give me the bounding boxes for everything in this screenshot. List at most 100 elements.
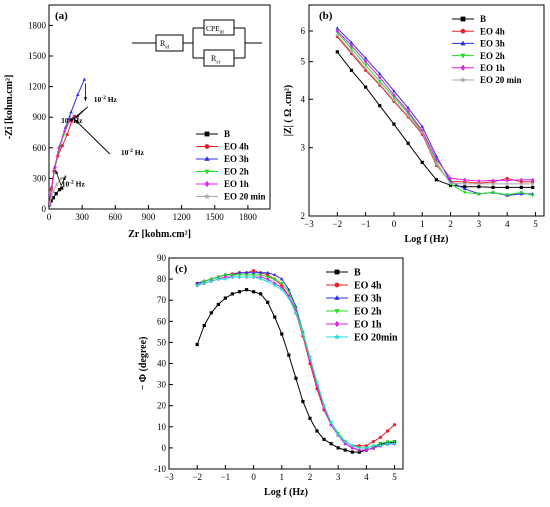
frequency-annotation: 10-2 Hz <box>94 95 118 104</box>
data-point <box>350 450 354 454</box>
data-point <box>349 40 354 44</box>
data-point <box>258 276 263 281</box>
data-point <box>519 185 523 190</box>
data-point <box>294 376 298 380</box>
data-point <box>258 270 263 275</box>
legend-entry: EO 4h <box>480 26 505 36</box>
data-point <box>300 331 305 336</box>
panel-a: 0 300 600 900 1200 1500 1800 0 300 600 900 1200 1500… <box>4 4 271 240</box>
legend-marker <box>334 295 340 300</box>
y-tick-label: 20 <box>157 401 167 411</box>
legend-entry: EO 3h <box>354 294 382 305</box>
y-axis-label: − Φ (degree) <box>138 337 149 391</box>
x-tick-label: 5 <box>392 472 397 482</box>
data-point <box>65 132 69 137</box>
data-point <box>244 288 249 292</box>
legend-marker <box>459 76 467 83</box>
x-tick-label: 2 <box>308 472 313 482</box>
legend-marker <box>460 40 466 46</box>
data-point <box>62 129 67 134</box>
data-point <box>364 445 369 450</box>
data-point <box>209 279 214 283</box>
data-point <box>82 77 87 81</box>
data-point <box>420 130 425 135</box>
data-point <box>63 174 68 179</box>
cpe-element <box>203 19 235 36</box>
data-point <box>378 104 382 108</box>
data-point <box>265 270 270 275</box>
legend-entry: B <box>480 14 486 24</box>
legend-entry: EO 4h <box>354 281 382 292</box>
data-point <box>476 181 481 186</box>
legend-marker <box>334 269 340 275</box>
arrow-head <box>55 170 59 175</box>
data-point <box>519 181 524 186</box>
legend-marker <box>334 309 340 314</box>
data-point <box>392 441 397 446</box>
y-tick-label: 0 <box>42 204 47 214</box>
data-point <box>223 296 227 300</box>
x-tick-label: 4 <box>364 472 369 482</box>
data-point <box>315 429 319 433</box>
data-point <box>272 277 277 282</box>
legend-marker <box>334 320 340 328</box>
legend-entry: EO 2h <box>354 307 382 318</box>
data-point <box>49 199 53 203</box>
data-point <box>335 33 340 37</box>
data-point <box>363 63 368 67</box>
data-point <box>505 181 510 186</box>
x-tick-label: 0 <box>47 212 52 222</box>
data-point <box>336 446 340 450</box>
data-point <box>385 441 390 446</box>
y-tick-label: 2 <box>301 211 306 221</box>
legend-marker <box>203 193 211 200</box>
data-point <box>434 157 439 162</box>
data-point <box>209 311 213 315</box>
annotation-arrow <box>69 106 88 122</box>
data-point <box>364 59 368 64</box>
data-point <box>266 300 270 304</box>
data-point <box>251 269 256 273</box>
data-point <box>462 181 467 186</box>
data-point <box>357 450 361 454</box>
legend-marker <box>333 333 341 340</box>
y-tick-label: 40 <box>157 359 167 369</box>
data-point <box>531 177 535 182</box>
data-point <box>392 122 396 126</box>
x-tick-label: 3 <box>336 472 341 482</box>
data-point <box>335 28 339 34</box>
data-point <box>371 443 376 448</box>
data-point <box>47 202 52 207</box>
data-point <box>216 302 220 307</box>
data-point <box>477 192 481 196</box>
data-point <box>273 315 277 319</box>
data-point <box>491 185 495 190</box>
data-point <box>54 182 59 187</box>
data-point <box>244 274 249 279</box>
y-tick-label: 70 <box>157 295 167 305</box>
data-point <box>75 92 80 97</box>
data-point <box>287 353 291 357</box>
y-tick-label: 90 <box>157 253 167 263</box>
data-point <box>223 276 228 281</box>
data-point <box>49 195 54 200</box>
x-tick-label: 0 <box>392 219 397 229</box>
panel-c: −3 −2 −1 0 1 2 3 4 5 -10 0 10 20 30 40 50 60 70 80 90 (c) Log… <box>138 253 404 498</box>
data-point <box>434 178 439 182</box>
legend-entry: EO 1h <box>224 179 249 189</box>
panel-label: (c) <box>175 263 188 275</box>
data-point <box>378 435 383 439</box>
x-tick-label: −3 <box>164 472 174 482</box>
data-point <box>202 281 207 286</box>
data-point <box>266 273 270 277</box>
data-point <box>364 444 368 448</box>
data-point <box>287 290 291 294</box>
resistor-ct-label: Rct <box>211 54 221 65</box>
frequency-annotation: 10-2 Hz <box>62 180 86 189</box>
data-point <box>343 448 347 452</box>
x-tick-label: 0 <box>251 472 256 482</box>
data-point <box>251 270 256 275</box>
x-tick-label: −1 <box>221 472 231 482</box>
arrow-head <box>74 119 79 123</box>
legend-marker <box>204 131 210 137</box>
